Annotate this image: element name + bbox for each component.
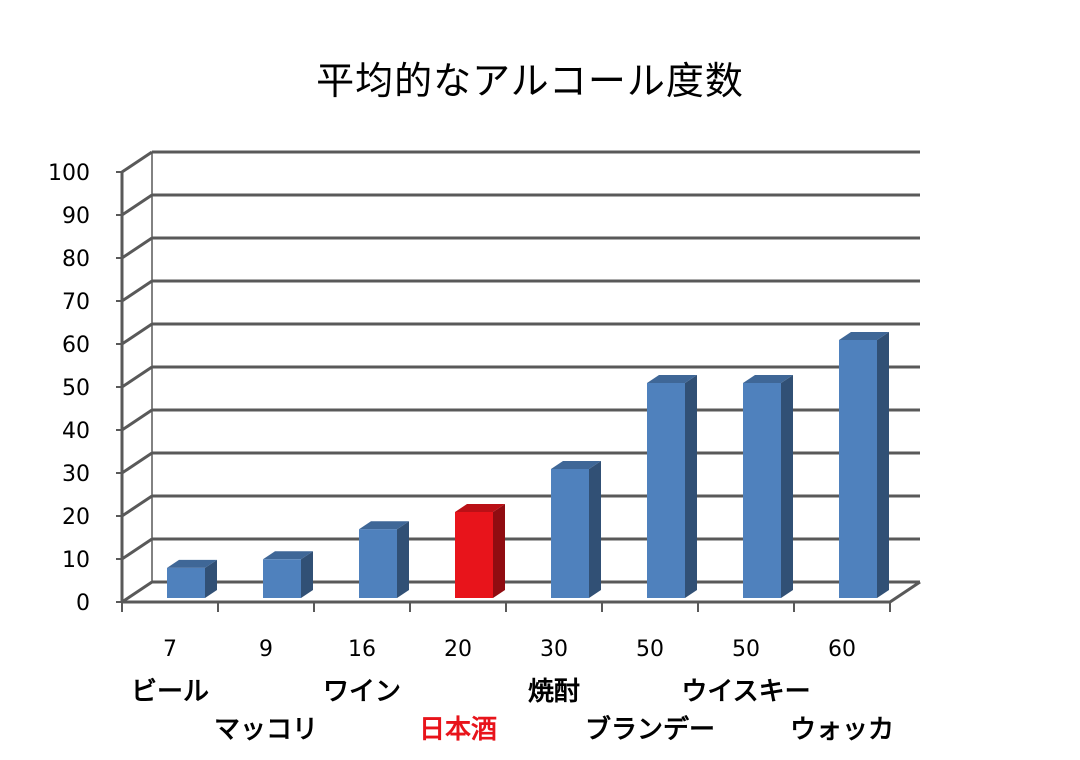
bar-3 xyxy=(359,529,397,598)
category-label: ウォッカ xyxy=(790,715,894,745)
y-tick-label: 10 xyxy=(62,548,90,573)
gridline-side xyxy=(121,451,153,475)
bar-8 xyxy=(839,340,877,598)
bar-7 xyxy=(743,383,781,598)
bar-5-top xyxy=(551,461,601,469)
bar-4-top xyxy=(455,504,505,512)
category-label: 焼酎 xyxy=(528,677,580,707)
category-label: ウイスキー xyxy=(681,677,810,707)
bar-5-side xyxy=(589,461,601,598)
bar-1-top xyxy=(167,559,217,568)
bar-3-top xyxy=(359,521,409,530)
bar-8-side xyxy=(877,332,889,598)
y-tick-label: 40 xyxy=(62,419,90,444)
gridline-side xyxy=(121,408,153,432)
value-label: 50 xyxy=(732,637,760,662)
value-label: 50 xyxy=(636,637,664,662)
value-label: 9 xyxy=(259,637,273,662)
value-label: 20 xyxy=(444,637,472,662)
gridline-side xyxy=(121,365,153,389)
bar-7-side xyxy=(781,375,793,598)
bar-2-side xyxy=(301,551,313,598)
gridline-side xyxy=(121,494,153,518)
y-tick-label: 0 xyxy=(76,591,90,616)
gridline-side xyxy=(121,279,153,303)
gridline-side xyxy=(121,236,153,260)
category-label: ワイン xyxy=(323,677,401,707)
value-label: 60 xyxy=(828,637,856,662)
y-tick-label: 50 xyxy=(62,376,90,401)
y-tick-label: 20 xyxy=(62,505,90,530)
value-label: 30 xyxy=(540,637,568,662)
bar-2-top xyxy=(263,551,313,560)
gridline-side xyxy=(121,537,153,561)
y-tick-label: 70 xyxy=(62,290,90,315)
y-tick-label: 60 xyxy=(62,333,90,358)
bar-7-top xyxy=(743,375,793,383)
gridline-side xyxy=(121,193,153,217)
bar-6 xyxy=(647,383,685,598)
bar-5 xyxy=(551,469,589,598)
category-label: 日本酒 xyxy=(419,715,497,745)
y-tick-label: 90 xyxy=(62,204,90,229)
gridline-side xyxy=(121,150,153,174)
value-label: 16 xyxy=(348,637,376,662)
category-label: ブランデー xyxy=(585,714,715,745)
bar-6-top xyxy=(647,375,697,383)
category-label: ビール xyxy=(131,677,209,707)
bar-8-top xyxy=(839,332,889,340)
bar-3-side xyxy=(397,521,409,598)
bar-1 xyxy=(167,567,205,598)
floor-side xyxy=(889,580,921,604)
bar-4-side xyxy=(493,504,505,598)
value-label: 7 xyxy=(163,637,177,662)
bar-2 xyxy=(263,559,301,598)
y-tick-label: 30 xyxy=(62,462,90,487)
chart-title: 平均的なアルコール度数 xyxy=(316,59,744,103)
gridline-side xyxy=(121,580,153,604)
bar-6-side xyxy=(685,375,697,598)
y-tick-label: 80 xyxy=(62,247,90,272)
gridline-side xyxy=(121,322,153,346)
category-label: マッコリ xyxy=(214,715,318,745)
bar-4 xyxy=(455,512,493,598)
bar-1-side xyxy=(205,559,217,598)
y-tick-label: 100 xyxy=(48,161,90,186)
